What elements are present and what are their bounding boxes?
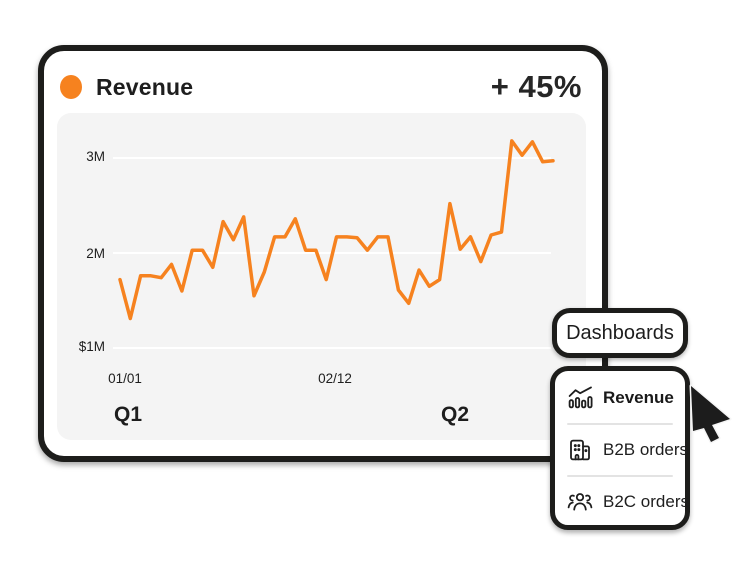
quarter-label-q2: Q2: [440, 403, 469, 426]
card-title-group: Revenue: [60, 74, 193, 101]
menu-item-label: B2B orders: [603, 440, 689, 459]
card-header: Revenue + 45%: [60, 63, 582, 111]
dashboards-button-label: Dashboards: [566, 321, 674, 344]
card-title: Revenue: [96, 73, 194, 100]
menu-item-revenue[interactable]: Revenue: [555, 373, 685, 423]
building-icon: [570, 439, 590, 461]
x-axis-tick-label: 01/01: [108, 371, 142, 386]
revenue-line-chart: [113, 139, 555, 349]
bar-chart-trend-icon: [568, 386, 593, 409]
y-axis-tick-label: 3M: [86, 149, 105, 164]
people-group-icon: [567, 493, 593, 511]
y-axis-tick-label: 2M: [86, 246, 105, 261]
y-axis-tick-label: $1M: [78, 339, 105, 354]
menu-divider: [567, 475, 673, 477]
series-dot-icon: [60, 75, 82, 99]
x-axis-tick-label: 02/12: [318, 371, 352, 386]
menu-item-b2b-orders[interactable]: B2B orders: [555, 425, 689, 475]
quarter-label-q1: Q1: [113, 403, 142, 426]
menu-item-label: B2C orders: [603, 492, 689, 511]
menu-item-label: Revenue: [603, 388, 674, 407]
mouse-pointer-icon: [689, 384, 732, 444]
revenue-card: Revenue + 45% 3M 2M $1M 01/01 02/12 Q1 Q…: [38, 45, 608, 462]
chart-panel: 3M 2M $1M 01/01 02/12 Q1 Q2: [57, 113, 586, 440]
delta-value: + 45%: [490, 69, 582, 104]
menu-item-b2c-orders[interactable]: B2C orders: [555, 477, 689, 527]
menu-divider: [567, 423, 673, 425]
dashboards-menu: Revenue B2B orders: [550, 366, 690, 530]
dashboards-button[interactable]: Dashboards: [552, 308, 688, 358]
